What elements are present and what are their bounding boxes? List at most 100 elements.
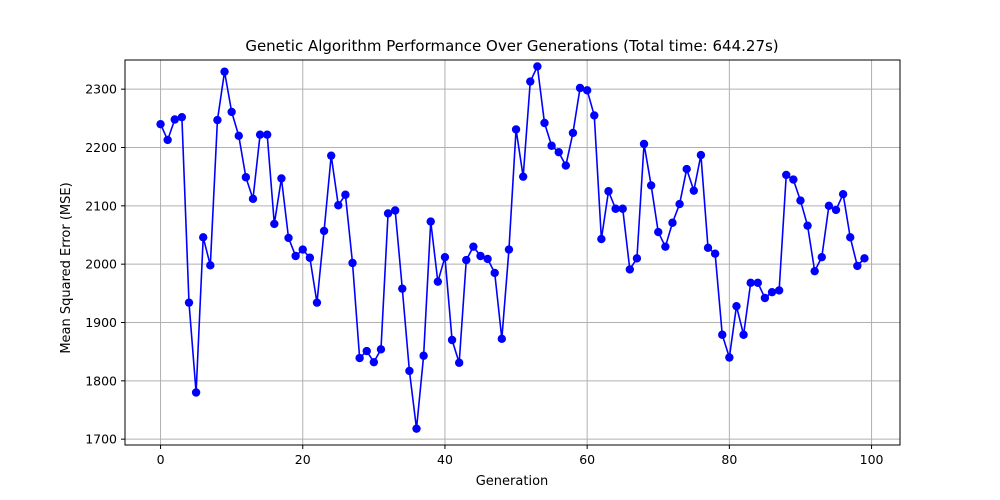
data-point bbox=[398, 284, 407, 293]
data-point bbox=[796, 196, 805, 205]
data-point bbox=[590, 111, 599, 120]
data-point bbox=[511, 125, 521, 134]
plot-frame bbox=[124, 59, 901, 446]
data-point bbox=[469, 242, 478, 251]
data-point bbox=[639, 139, 649, 149]
data-point bbox=[355, 353, 364, 363]
y-tick-label: 2100 bbox=[85, 198, 117, 213]
data-point bbox=[767, 287, 777, 297]
data-point bbox=[689, 186, 699, 195]
data-point bbox=[213, 115, 222, 125]
data-point bbox=[312, 298, 322, 307]
data-point bbox=[199, 233, 208, 242]
data-point bbox=[234, 131, 243, 141]
data-point bbox=[611, 204, 620, 213]
data-point bbox=[433, 277, 443, 286]
data-point bbox=[177, 112, 187, 122]
data-point bbox=[163, 135, 172, 145]
series-layer bbox=[156, 62, 869, 433]
data-point bbox=[390, 206, 400, 215]
data-point bbox=[284, 233, 293, 243]
grid-layer bbox=[125, 60, 900, 445]
data-point bbox=[632, 254, 642, 263]
data-point bbox=[810, 266, 819, 276]
data-point bbox=[547, 141, 556, 150]
data-point bbox=[362, 346, 371, 356]
data-point bbox=[419, 351, 428, 360]
data-point bbox=[341, 190, 350, 199]
data-point bbox=[291, 251, 300, 261]
data-point bbox=[753, 278, 762, 288]
y-tick-label: 1700 bbox=[85, 432, 117, 447]
x-tick-label: 80 bbox=[721, 452, 737, 467]
data-point bbox=[405, 366, 414, 376]
x-axis-label: Generation bbox=[476, 474, 549, 489]
x-tick-label: 60 bbox=[579, 452, 595, 467]
data-point bbox=[604, 187, 613, 196]
data-point bbox=[561, 161, 571, 170]
data-point bbox=[326, 151, 336, 160]
data-point bbox=[860, 254, 869, 263]
data-point bbox=[447, 335, 457, 345]
data-point bbox=[831, 205, 841, 215]
data-point bbox=[853, 261, 862, 271]
series-line bbox=[159, 65, 866, 430]
y-tick-label: 1900 bbox=[85, 315, 117, 330]
data-point bbox=[248, 194, 258, 204]
data-point bbox=[504, 245, 514, 254]
y-tick-label: 2000 bbox=[85, 257, 117, 272]
data-point bbox=[518, 172, 528, 181]
data-point bbox=[440, 252, 450, 262]
data-point bbox=[476, 251, 485, 261]
data-point bbox=[497, 334, 507, 344]
tick-layer: 0 20 40 60 80 100 1700 1800 1900 2000 2100 2200 2300 bbox=[85, 82, 883, 467]
data-point bbox=[789, 175, 798, 184]
x-tick-label: 20 bbox=[295, 452, 311, 467]
data-point bbox=[156, 119, 165, 129]
data-point bbox=[369, 357, 379, 367]
data-point bbox=[661, 242, 670, 251]
data-point bbox=[817, 252, 826, 262]
data-point bbox=[298, 245, 307, 254]
data-point bbox=[305, 253, 315, 262]
x-tick-label: 100 bbox=[860, 452, 884, 467]
data-point bbox=[554, 147, 563, 157]
data-point bbox=[646, 181, 656, 190]
data-point bbox=[846, 233, 855, 242]
data-point bbox=[682, 164, 691, 174]
data-point bbox=[703, 243, 713, 253]
data-point bbox=[319, 226, 329, 236]
data-point bbox=[383, 209, 393, 218]
data-point bbox=[824, 201, 834, 211]
data-point bbox=[376, 345, 386, 354]
data-point bbox=[732, 301, 741, 311]
data-point bbox=[191, 388, 201, 397]
data-point bbox=[675, 199, 684, 209]
data-point bbox=[575, 83, 585, 93]
data-point bbox=[490, 268, 499, 278]
data-point bbox=[270, 219, 279, 229]
data-point bbox=[618, 204, 627, 213]
data-point bbox=[654, 227, 663, 237]
y-tick-label: 2200 bbox=[85, 140, 117, 155]
data-point bbox=[540, 118, 549, 128]
data-point bbox=[483, 254, 492, 264]
data-point bbox=[462, 255, 471, 265]
data-point bbox=[426, 217, 435, 226]
data-point bbox=[227, 107, 236, 117]
data-point bbox=[782, 170, 791, 180]
data-point bbox=[803, 221, 812, 230]
data-point bbox=[348, 258, 357, 268]
data-point bbox=[760, 293, 770, 303]
data-point bbox=[746, 278, 755, 288]
data-point bbox=[774, 286, 784, 295]
data-point bbox=[533, 62, 542, 71]
data-point bbox=[739, 330, 748, 339]
data-point bbox=[412, 424, 421, 433]
y-axis-label: Mean Squared Error (MSE) bbox=[59, 182, 74, 353]
data-point bbox=[668, 218, 677, 227]
data-point bbox=[597, 234, 606, 244]
data-point bbox=[625, 265, 635, 274]
x-tick-label: 0 bbox=[157, 452, 165, 467]
